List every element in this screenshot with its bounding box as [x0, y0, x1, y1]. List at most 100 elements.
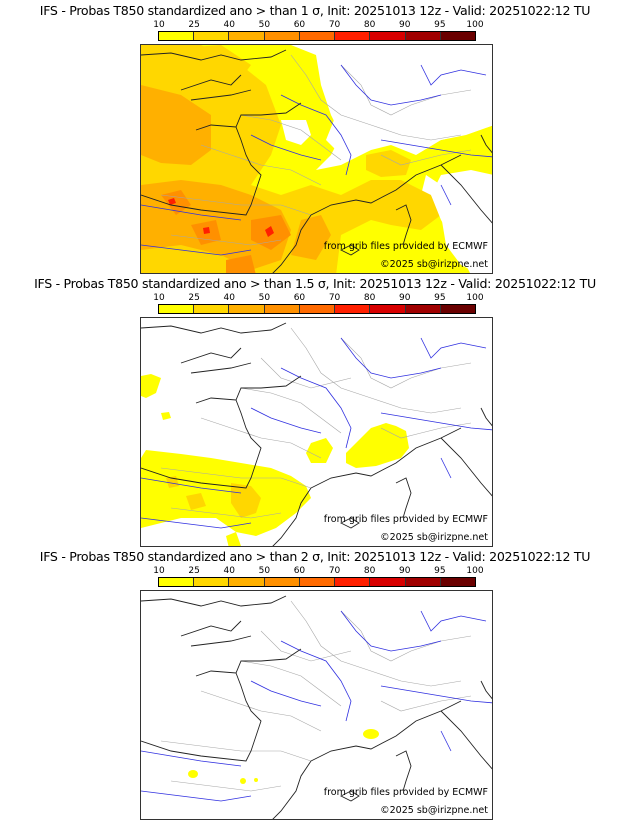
colorbar-swatch: [229, 305, 265, 313]
colorbar-swatch: [229, 32, 265, 40]
colorbar-swatch: [405, 578, 441, 586]
colorbar-swatch: [335, 32, 371, 40]
credit-source: from grib files provided by ECMWF: [323, 241, 488, 252]
colorbar-tick-label: 40: [223, 566, 235, 576]
map-1-svg: [141, 45, 492, 273]
colorbar-swatch: [159, 578, 195, 586]
colorbar-swatches: [158, 304, 476, 314]
colorbar-ticks: 10 25 40 50 60 70 80 90 95 100: [153, 566, 483, 576]
colorbar-tick-label: 70: [328, 566, 341, 576]
prob-area-10-alps: [346, 423, 409, 468]
colorbar-tick-label: 60: [293, 293, 306, 303]
probability-field: [141, 45, 492, 273]
prob-area-10-atlantic-a: [141, 374, 161, 398]
colorbar-swatch: [335, 305, 371, 313]
colorbar-tick-label: 95: [434, 293, 446, 303]
prob-area-25-spain: [166, 476, 261, 518]
colorbar-tick-label: 50: [258, 293, 271, 303]
prob-spot-spain-east: [254, 778, 258, 782]
colorbar-swatch: [370, 305, 406, 313]
prob-area-40-west: [141, 85, 211, 165]
colorbar-tick-label: 80: [363, 20, 376, 30]
prob-area-10-spain-s: [226, 532, 241, 546]
colorbar-tick-label: 60: [293, 566, 306, 576]
credit-source: from grib files provided by ECMWF: [323, 514, 488, 525]
prob-spot-provence: [363, 729, 379, 739]
colorbar-tick-label: 100: [466, 293, 484, 303]
colorbar-tick-label: 10: [153, 566, 165, 576]
colorbar-swatch: [264, 305, 300, 313]
prob-area-10-spain: [141, 450, 311, 536]
colorbar-tick-label: 10: [153, 20, 165, 30]
panel-1-title: IFS - Probas T850 standardized ano > tha…: [39, 3, 591, 18]
colorbar-swatch: [159, 32, 195, 40]
colorbar-tick-label: 40: [223, 293, 235, 303]
prob-area-white-ne: [316, 45, 492, 155]
panel-2-map: from grib files provided by ECMWF ©2025 …: [140, 317, 493, 547]
colorbar-swatch: [194, 32, 230, 40]
colorbar-tick-label: 95: [434, 566, 446, 576]
panel-3-map: from grib files provided by ECMWF ©2025 …: [140, 590, 493, 820]
panel-1-map: from grib files provided by ECMWF ©2025 …: [140, 44, 493, 274]
prob-area-40-east: [291, 215, 331, 260]
colorbar-ticks: 10 25 40 50 60 70 80 90 95 100: [153, 20, 483, 30]
colorbar-ticks: 10 25 40 50 60 70 80 90 95 100: [153, 293, 483, 303]
coastline-layer: [141, 595, 492, 819]
colorbar-swatch: [159, 305, 195, 313]
colorbar-swatch: [370, 32, 406, 40]
prob-spot-spain-center: [240, 778, 246, 784]
colorbar-swatch: [194, 305, 230, 313]
prob-area-white-center: [281, 120, 311, 145]
rivers-layer: [141, 337, 492, 529]
coastline-layer: [141, 49, 492, 273]
colorbar-swatch: [229, 578, 265, 586]
panel-3-title: IFS - Probas T850 standardized ano > tha…: [39, 549, 591, 564]
colorbar-tick-label: 90: [399, 293, 411, 303]
colorbar-tick-label: 25: [188, 20, 200, 30]
borders-layer: [160, 600, 472, 792]
colorbar-swatches: [158, 577, 476, 587]
colorbar-tick-label: 90: [399, 566, 411, 576]
colorbar-tick-label: 95: [434, 20, 446, 30]
colorbar-tick-label: 40: [223, 20, 235, 30]
colorbar-tick-label: 70: [328, 293, 341, 303]
colorbar-swatch: [299, 578, 336, 586]
coastline-layer: [141, 322, 492, 546]
colorbar-tick-label: 90: [399, 20, 411, 30]
prob-area-10-atlantic-b: [161, 412, 171, 420]
colorbar-tick-label: 70: [328, 20, 341, 30]
colorbar-swatch: [264, 578, 300, 586]
credit-copyright: ©2025 sb@irizpne.net: [380, 532, 488, 543]
colorbar-tick-label: 100: [466, 20, 484, 30]
colorbar-tick-label: 25: [188, 293, 200, 303]
colorbar-swatch: [405, 32, 441, 40]
map-3-svg: [141, 595, 492, 819]
colorbar-swatch: [194, 578, 230, 586]
colorbar-swatch: [370, 578, 406, 586]
prob-area-east-alps: [366, 150, 411, 177]
colorbar-swatch: [335, 578, 371, 586]
colorbar-swatch: [264, 32, 300, 40]
colorbar-tick-label: 10: [153, 293, 165, 303]
colorbar-swatch: [299, 32, 336, 40]
colorbar-swatch: [440, 32, 475, 40]
prob-spot-spain-west: [188, 770, 198, 778]
map-2-svg: [141, 322, 492, 546]
rivers-layer: [141, 64, 492, 256]
colorbar-swatch: [440, 305, 475, 313]
prob-area-10-provence: [306, 438, 333, 463]
colorbar-tick-label: 60: [293, 20, 306, 30]
colorbar-swatch: [440, 578, 475, 586]
colorbar-tick-label: 50: [258, 20, 271, 30]
credit-source: from grib files provided by ECMWF: [323, 787, 488, 798]
borders-layer: [160, 327, 472, 519]
panel-1-colorbar: 10 25 40 50 60 70 80 90 95 100: [153, 20, 484, 42]
colorbar-tick-label: 50: [258, 566, 271, 576]
prob-area-25-north: [151, 45, 251, 85]
credit-copyright: ©2025 sb@irizpne.net: [380, 805, 488, 816]
colorbar-swatch: [299, 305, 336, 313]
colorbar-tick-label: 25: [188, 566, 200, 576]
colorbar-tick-label: 80: [363, 293, 376, 303]
credit-copyright: ©2025 sb@irizpne.net: [380, 259, 488, 270]
colorbar-swatches: [158, 31, 476, 41]
